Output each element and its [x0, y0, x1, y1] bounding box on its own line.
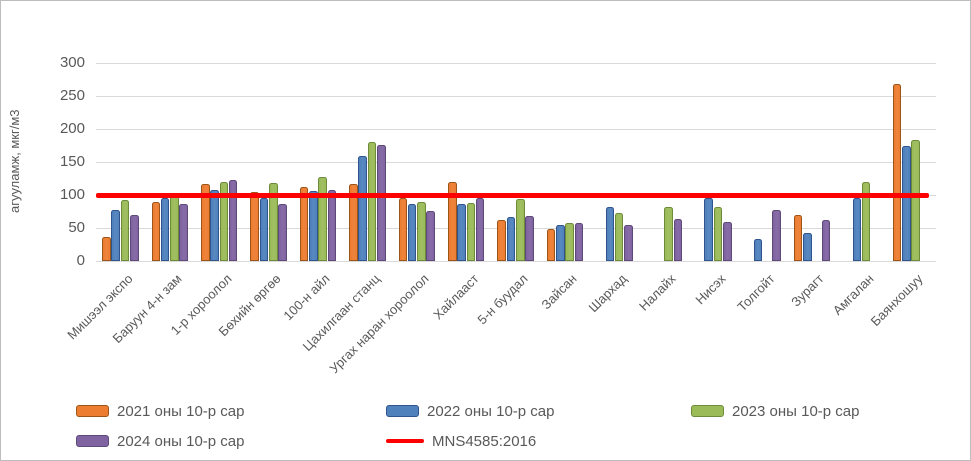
legend-item: 2023 оны 10-р сар — [691, 401, 860, 421]
bar-2023 оны 10-р сар — [466, 202, 476, 261]
legend-swatch — [386, 405, 419, 417]
bar-2023 оны 10-р сар — [268, 183, 278, 261]
bar-2023 оны 10-р сар — [417, 201, 426, 261]
legend-item: 2022 оны 10-р сар — [386, 401, 555, 421]
bar-2021 оны 10-р сар — [447, 181, 457, 261]
bar-2023 оны 10-р сар — [318, 177, 327, 261]
bar-2024 оны 10-р сар — [673, 218, 683, 261]
bar-2022 оны 10-р сар — [704, 198, 713, 261]
bar-2022 оны 10-р сар — [457, 204, 466, 261]
bar-2023 оны 10-р сар — [516, 198, 525, 261]
bar-2024 оны 10-р сар — [426, 210, 436, 261]
y-tick-label: 50 — [68, 219, 85, 236]
bar-2022 оны 10-р сар — [556, 224, 565, 261]
y-tick-label: 300 — [59, 54, 85, 71]
bar-2021 оны 10-р сар — [497, 220, 506, 261]
y-axis-title: агууламж, мкг/м3 — [7, 109, 22, 213]
bar-2023 оны 10-р сар — [219, 182, 229, 261]
bar-2024 оны 10-р сар — [278, 203, 287, 261]
legend-swatch — [76, 405, 109, 417]
bar-2021 оны 10-р сар — [102, 236, 111, 261]
legend-line-marker — [386, 439, 424, 443]
bar-2021 оны 10-р сар — [398, 197, 408, 261]
bar-2024 оны 10-р сар — [574, 223, 584, 261]
bar-2023 оны 10-р сар — [713, 206, 723, 261]
bar-2022 оны 10-р сар — [852, 198, 862, 261]
bar-2024 оны 10-р сар — [327, 189, 337, 261]
bar-2021 оны 10-р сар — [546, 229, 556, 261]
gridline — [96, 261, 936, 262]
legend-label: 2024 оны 10-р сар — [117, 432, 245, 450]
bar-2023 оны 10-р сар — [861, 182, 871, 261]
legend-item: 2021 оны 10-р сар — [76, 401, 245, 421]
bar-2024 оны 10-р сар — [772, 209, 781, 261]
bar-2022 оны 10-р сар — [901, 145, 911, 261]
bar-2024 оны 10-р сар — [228, 180, 238, 261]
legend-swatch — [76, 435, 109, 447]
y-tick-label: 150 — [59, 153, 85, 170]
legend-label: MNS4585:2016 — [432, 432, 537, 450]
bar-2022 оны 10-р сар — [111, 210, 120, 261]
gridline — [96, 96, 936, 97]
bar-2024 оны 10-р сар — [821, 220, 831, 261]
y-tick-label: 0 — [76, 252, 85, 269]
bar-2022 оны 10-р сар — [605, 206, 615, 261]
bar-2024 оны 10-р сар — [475, 198, 485, 261]
bar-2023 оны 10-р сар — [911, 140, 920, 261]
bar-2022 оны 10-р сар — [506, 216, 516, 261]
bar-2021 оны 10-р сар — [299, 187, 309, 261]
legend-swatch — [691, 405, 724, 417]
bar-2022 оны 10-р сар — [803, 232, 812, 261]
bar-2021 оны 10-р сар — [349, 183, 358, 261]
bar-2024 оны 10-р сар — [722, 222, 732, 261]
bar-2021 оны 10-р сар — [793, 214, 803, 261]
bar-2021 оны 10-р сар — [250, 192, 259, 261]
bar-2024 оны 10-р сар — [525, 216, 534, 261]
bar-2023 оны 10-р сар — [170, 193, 179, 261]
bar-2023 оны 10-р сар — [367, 142, 377, 261]
gridline — [96, 129, 936, 130]
reference-line — [96, 192, 929, 198]
bar-2023 оны 10-р сар — [614, 213, 624, 261]
legend-label: 2021 оны 10-р сар — [117, 402, 245, 420]
bar-2024 оны 10-р сар — [130, 214, 139, 261]
legend-item: MNS4585:2016 — [386, 431, 536, 451]
bar-2023 оны 10-р сар — [565, 223, 574, 261]
bar-2022 оны 10-р сар — [309, 191, 318, 261]
legend-item: 2024 оны 10-р сар — [76, 431, 245, 451]
bar-2023 оны 10-р сар — [120, 200, 130, 261]
legend-label: 2022 оны 10-р сар — [427, 402, 555, 420]
bar-2022 оны 10-р сар — [210, 190, 219, 261]
bar-2022 оны 10-р сар — [358, 156, 368, 261]
bar-2024 оны 10-р сар — [624, 224, 633, 261]
y-tick-label: 100 — [59, 186, 85, 203]
bar-2024 оны 10-р сар — [377, 144, 386, 261]
bar-2022 оны 10-р сар — [753, 238, 763, 261]
y-tick-label: 250 — [59, 87, 85, 104]
bar-2021 оны 10-р сар — [892, 84, 902, 261]
bar-2024 оны 10-р сар — [179, 203, 188, 261]
gridline — [96, 63, 936, 64]
legend-label: 2023 оны 10-р сар — [732, 402, 860, 420]
bar-2021 оны 10-р сар — [200, 183, 210, 261]
bar-2021 оны 10-р сар — [151, 201, 161, 261]
bar-2023 оны 10-р сар — [664, 206, 673, 261]
gridline — [96, 162, 936, 163]
y-tick-label: 200 — [59, 120, 85, 137]
bar-2022 оны 10-р сар — [259, 198, 269, 261]
bar-2022 оны 10-р сар — [407, 204, 417, 261]
bar-2022 оны 10-р сар — [160, 198, 170, 261]
